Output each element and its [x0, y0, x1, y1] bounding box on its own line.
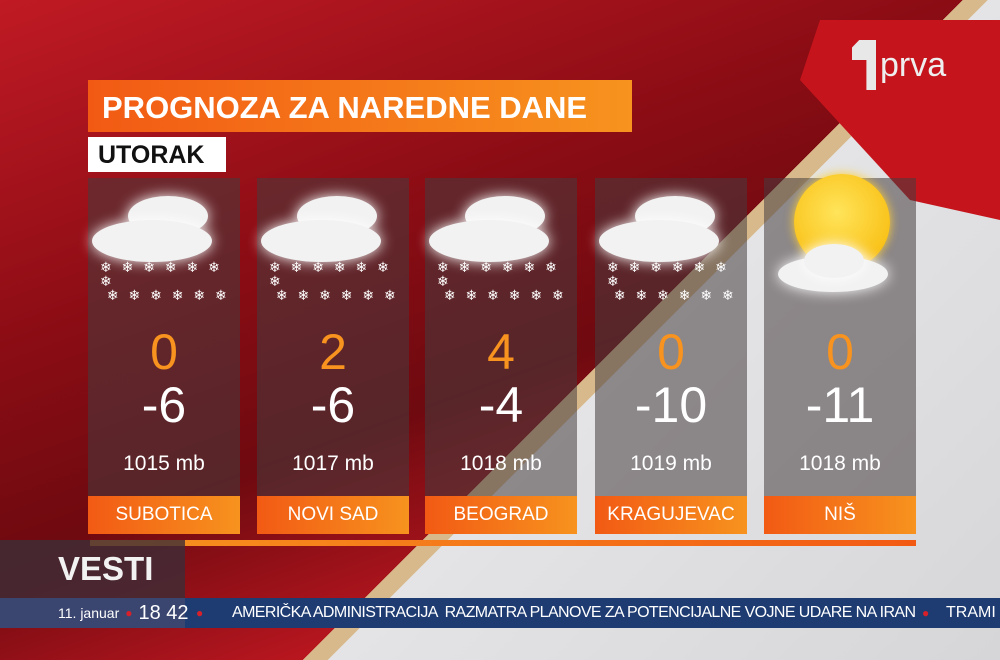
low-temp: -11	[805, 377, 875, 433]
low-temp: -4	[478, 377, 524, 433]
city-label: NOVI SAD	[257, 496, 409, 534]
pressure: 1017 mb	[292, 452, 374, 475]
forecast-column: ❄ ❄ ❄ ❄ ❄ ❄ ❄ ❄ ❄ ❄ ❄ ❄ ❄ 4 -4 1018 mb	[425, 178, 577, 496]
snow-cloud-icon: ❄ ❄ ❄ ❄ ❄ ❄ ❄ ❄ ❄ ❄ ❄ ❄ ❄	[88, 178, 240, 308]
snow-cloud-icon: ❄ ❄ ❄ ❄ ❄ ❄ ❄ ❄ ❄ ❄ ❄ ❄ ❄	[425, 178, 577, 308]
low-temp: -6	[310, 377, 356, 433]
ticker-time: 18 42	[138, 602, 189, 624]
high-temp: 2	[319, 324, 347, 380]
pressure: 1018 mb	[460, 452, 542, 475]
separator-dot: ●	[196, 606, 204, 620]
ticker-next: TRAMI	[946, 604, 996, 621]
high-temp: 0	[150, 324, 178, 380]
high-temp: 4	[487, 324, 515, 380]
pressure: 1019 mb	[630, 452, 712, 475]
pressure: 1018 mb	[799, 452, 881, 475]
high-temp: 0	[657, 324, 685, 380]
channel-logo: prva	[852, 40, 946, 90]
city-label: SUBOTICA	[88, 496, 240, 534]
day-label: UTORAK	[88, 137, 226, 172]
snow-cloud-icon: ❄ ❄ ❄ ❄ ❄ ❄ ❄ ❄ ❄ ❄ ❄ ❄ ❄	[595, 178, 747, 308]
news-ticker: 11. januar ● 18 42 ● AMERIČKA ADMINISTRACI…	[0, 598, 1000, 628]
forecast-column: 0 -11 1018 mb	[764, 174, 916, 496]
separator-dot: ●	[922, 606, 930, 620]
pressure: 1015 mb	[123, 452, 205, 475]
separator-dot: ●	[125, 606, 133, 620]
high-temp: 0	[826, 324, 854, 380]
city-label: NIŠ	[764, 496, 916, 534]
ticker-headline: AMERIČKA ADMINISTRACIJA RAZMATRA PLANOVE…	[232, 604, 916, 621]
ticker-date: 11. januar	[58, 605, 120, 621]
city-label: BEOGRAD	[425, 496, 577, 534]
low-temp: -10	[634, 377, 708, 433]
forecast-column: ❄ ❄ ❄ ❄ ❄ ❄ ❄ ❄ ❄ ❄ ❄ ❄ ❄ 2 -6 1017 mb	[257, 178, 409, 496]
show-label: VESTI	[0, 540, 185, 598]
sun-cloud-icon	[764, 174, 916, 308]
divider-line	[90, 540, 916, 546]
city-label: KRAGUJEVAC	[595, 496, 747, 534]
low-temp: -6	[141, 377, 187, 433]
forecast-column: ❄ ❄ ❄ ❄ ❄ ❄ ❄ ❄ ❄ ❄ ❄ ❄ ❄ 0 -6 1015 mb	[88, 178, 240, 496]
forecast-title: PROGNOZA ZA NAREDNE DANE	[88, 80, 632, 132]
snow-cloud-icon: ❄ ❄ ❄ ❄ ❄ ❄ ❄ ❄ ❄ ❄ ❄ ❄ ❄	[257, 178, 409, 308]
forecast-column: ❄ ❄ ❄ ❄ ❄ ❄ ❄ ❄ ❄ ❄ ❄ ❄ ❄ 0 -10 1019 mb	[595, 178, 747, 496]
